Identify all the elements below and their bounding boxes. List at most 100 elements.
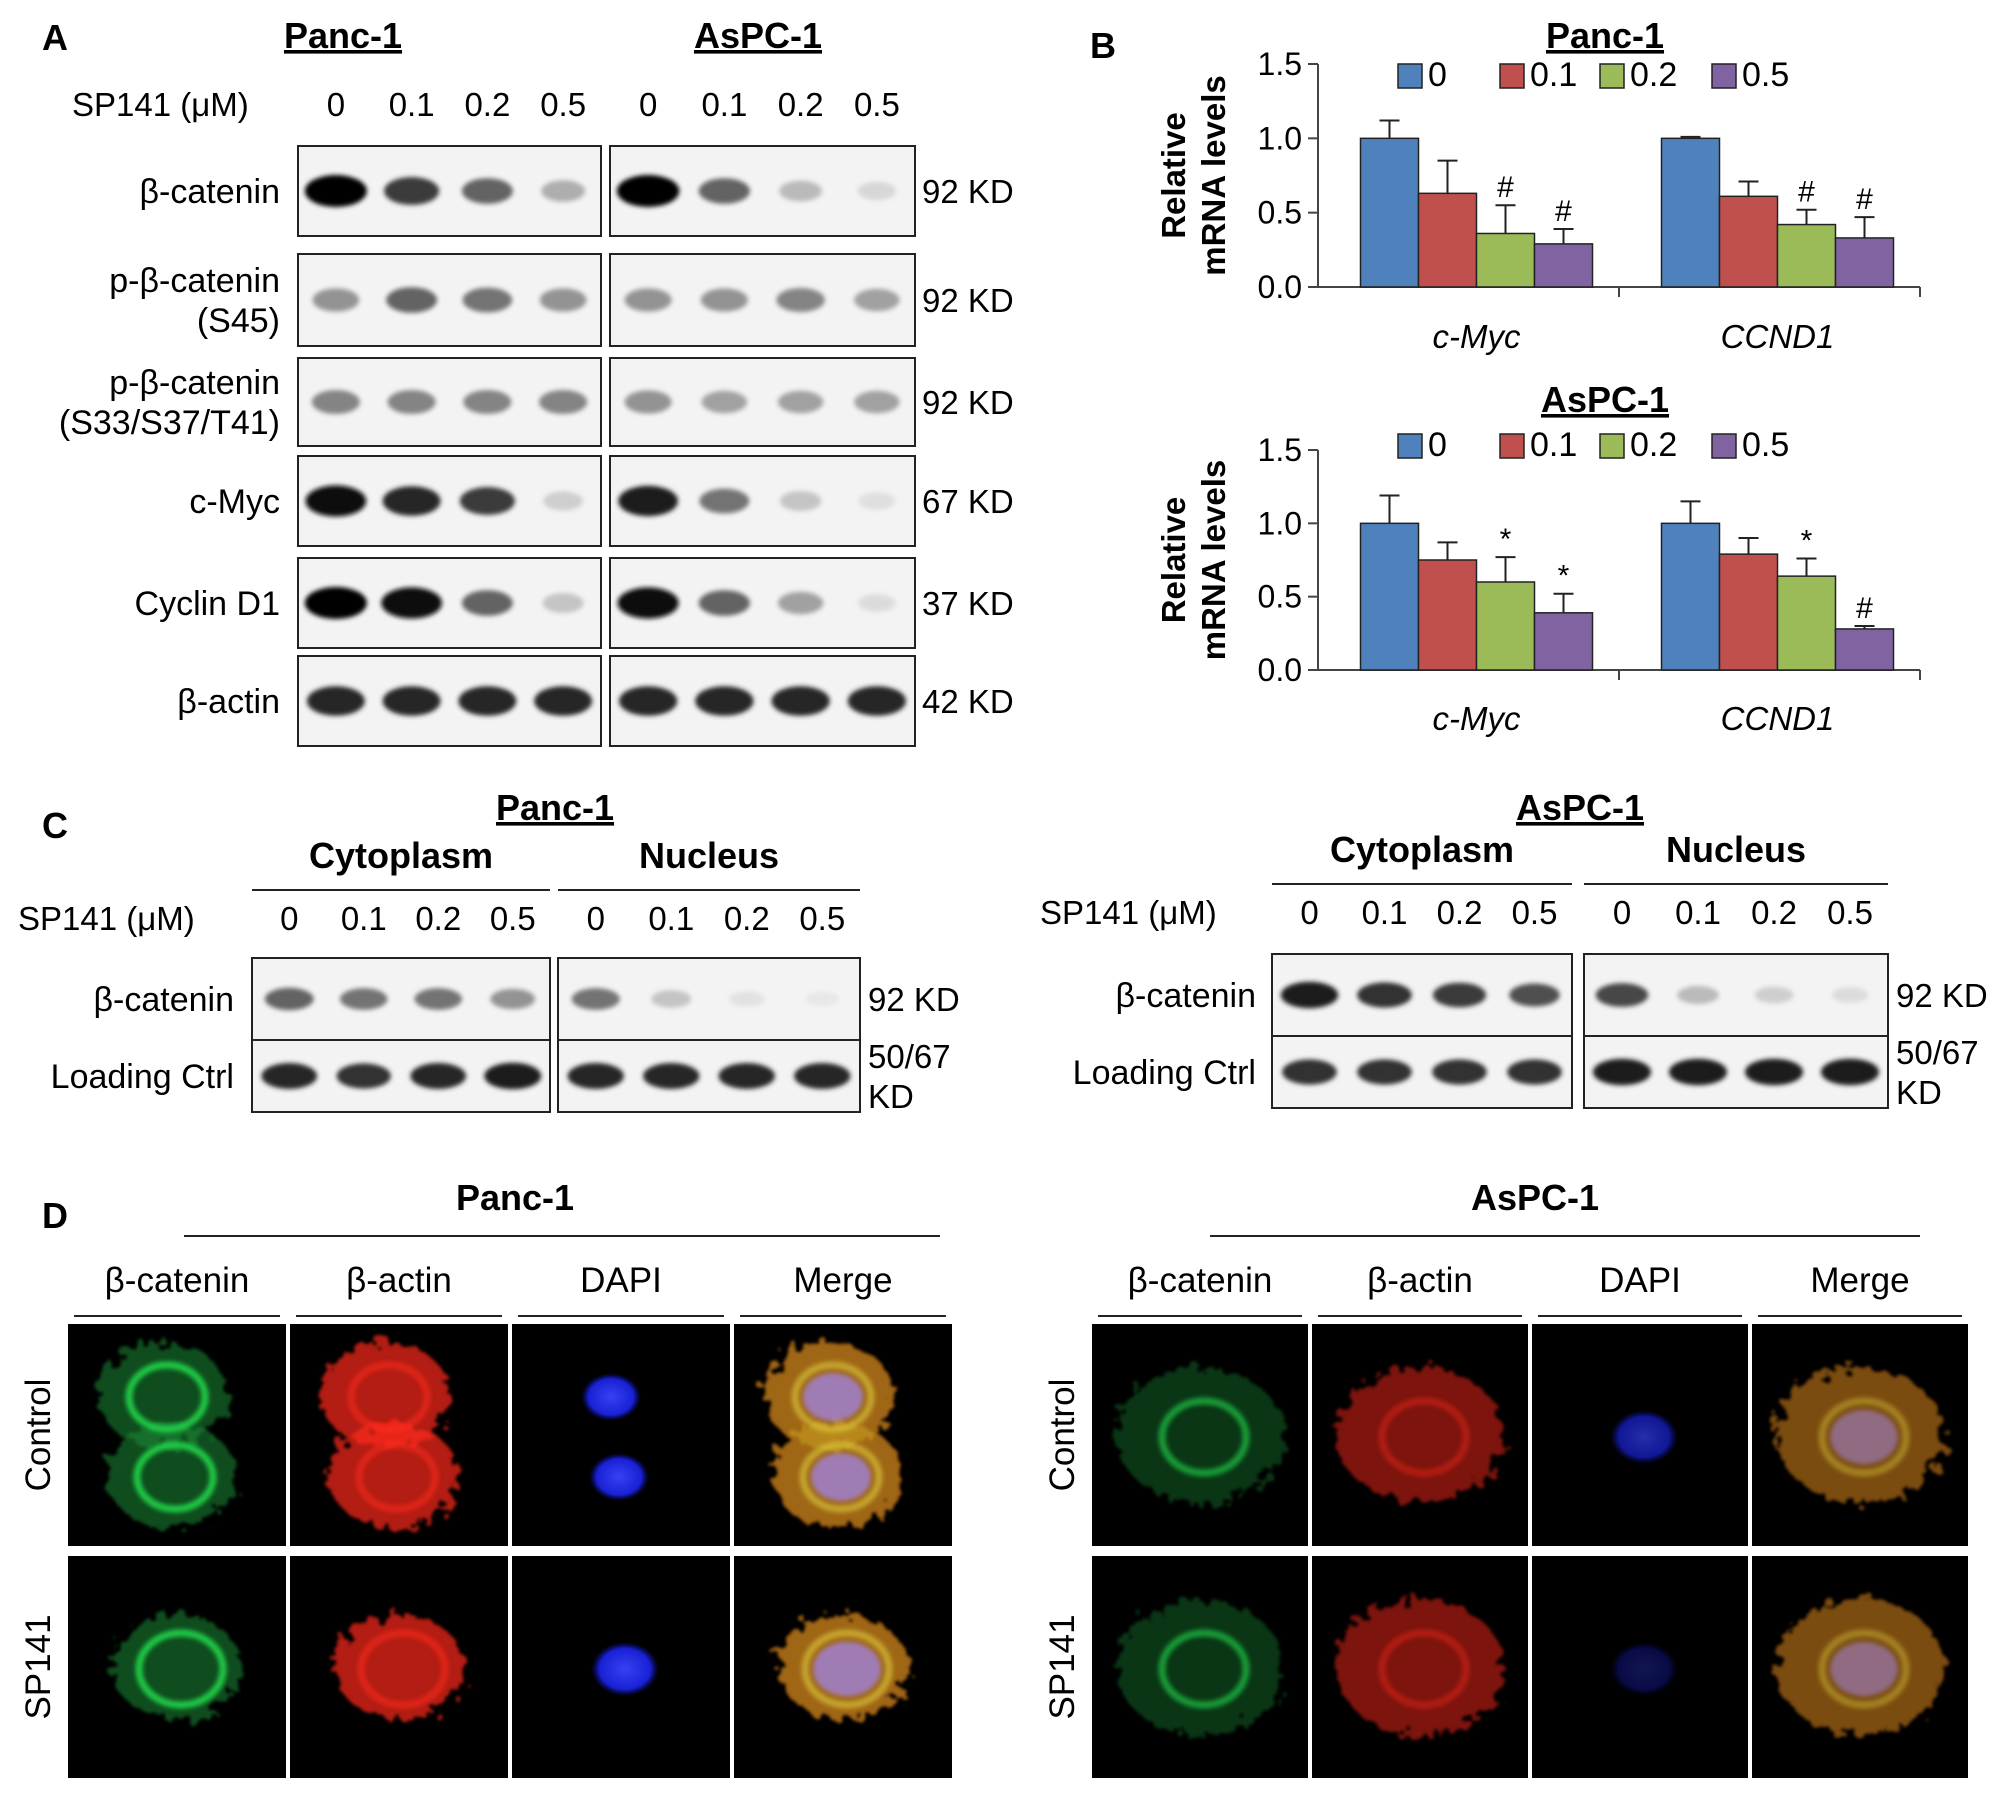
blot-row-p-catenin-s45: p-β-catenin(S45) 92 KD bbox=[109, 253, 1014, 347]
blot-band bbox=[567, 1063, 624, 1089]
cytoplasm-signal bbox=[1116, 1367, 1284, 1503]
blot-band bbox=[616, 175, 680, 207]
micrograph bbox=[1532, 1324, 1748, 1546]
blot-band bbox=[1831, 987, 1869, 1003]
blot-band bbox=[624, 390, 672, 414]
chart-title: AsPC-1 bbox=[1541, 379, 1669, 420]
bar bbox=[1475, 232, 1536, 288]
blot-band bbox=[459, 487, 515, 515]
dose-label: 0.5 bbox=[1512, 894, 1558, 931]
nucleus-signal bbox=[581, 1373, 641, 1421]
blot-row-cyclin-d1: Cyclin D1 37 KD bbox=[135, 557, 1014, 649]
blot-row-label: p-β-catenin bbox=[109, 364, 280, 402]
significance-mark: # bbox=[1497, 171, 1514, 204]
blot-band bbox=[1744, 1058, 1804, 1086]
blot-band bbox=[543, 491, 584, 511]
legend-label: 0.5 bbox=[1742, 426, 1789, 464]
category-label: c-Myc bbox=[1433, 318, 1521, 355]
treatment-label: SP141 (μM) bbox=[18, 900, 195, 937]
blot-band bbox=[461, 590, 513, 616]
significance-mark: * bbox=[1801, 525, 1813, 558]
blot-row-label: (S45) bbox=[197, 302, 280, 340]
blot-row-p-catenin-s33-s37-t41: p-β-catenin(S33/S37/T41) 92 KD bbox=[59, 357, 1014, 447]
cytoplasm-signal bbox=[1336, 1367, 1504, 1503]
blot-band bbox=[312, 288, 360, 312]
y-axis-label-line: Relative bbox=[1155, 497, 1192, 624]
condition-label: Control bbox=[1043, 1379, 1082, 1492]
blot-band bbox=[779, 180, 823, 202]
membrane-ring-signal bbox=[133, 1441, 217, 1513]
blot-band bbox=[1507, 1059, 1562, 1085]
micrograph-background bbox=[512, 1324, 730, 1546]
blot-band bbox=[858, 492, 896, 510]
dose-label: 0.2 bbox=[1751, 894, 1797, 931]
membrane-ring-signal bbox=[1378, 1629, 1470, 1709]
legend-label: 0.2 bbox=[1630, 426, 1677, 464]
blot-band bbox=[777, 591, 824, 615]
cell-line-label-panc1: Panc-1 bbox=[284, 15, 402, 56]
y-tick-label: 0.5 bbox=[1258, 195, 1302, 231]
cell-line-label-aspc1: AsPC-1 bbox=[694, 15, 822, 56]
micrograph bbox=[1752, 1324, 1968, 1546]
blot-band bbox=[701, 390, 748, 414]
dose-label: 0.2 bbox=[464, 86, 510, 123]
merge-nucleus-signal bbox=[813, 1641, 881, 1697]
blot-band bbox=[1677, 985, 1719, 1005]
blot-band bbox=[1432, 982, 1487, 1008]
significance-mark: # bbox=[1856, 183, 1873, 216]
blot-band bbox=[695, 686, 754, 716]
molecular-weight-label: 92 KD bbox=[922, 173, 1014, 210]
blot-band bbox=[1509, 983, 1560, 1007]
blot-band bbox=[386, 287, 438, 313]
dose-label: 0.2 bbox=[1437, 894, 1483, 931]
blot-band bbox=[304, 587, 367, 619]
membrane-ring-signal bbox=[801, 1629, 893, 1709]
legend-swatch bbox=[1397, 433, 1423, 459]
immunofluorescence-grid: Panc-1 β-catenin β-actin DAPI Merge Control SP… bbox=[19, 1177, 1968, 1778]
micrograph bbox=[290, 1556, 508, 1778]
blot-band bbox=[651, 990, 692, 1008]
micrograph bbox=[1752, 1556, 1968, 1778]
blot-row-label: β-catenin bbox=[93, 981, 234, 1019]
panel-label-d: D bbox=[42, 1195, 68, 1236]
blot-band bbox=[857, 181, 897, 201]
membrane-ring-signal bbox=[355, 1441, 439, 1513]
cytoplasm-signal bbox=[1116, 1599, 1284, 1735]
blot-band bbox=[1592, 1058, 1652, 1086]
blot-row-label: β-catenin bbox=[139, 173, 280, 211]
dose-label: 0 bbox=[280, 900, 298, 937]
channel-label: DAPI bbox=[580, 1261, 662, 1300]
blot-band bbox=[1282, 1059, 1337, 1085]
blot-band bbox=[381, 587, 442, 619]
molecular-weight-label: KD bbox=[1896, 1074, 1942, 1111]
blot-band bbox=[458, 686, 517, 716]
category-label: CCND1 bbox=[1721, 700, 1835, 737]
blot-band bbox=[384, 177, 440, 205]
membrane-ring-signal bbox=[1158, 1397, 1250, 1477]
channel-label: β-catenin bbox=[105, 1261, 250, 1300]
micrograph bbox=[68, 1324, 286, 1546]
bar bbox=[1660, 522, 1721, 671]
significance-mark: * bbox=[1500, 523, 1512, 556]
y-tick-label: 1.0 bbox=[1258, 120, 1302, 156]
legend-swatch bbox=[1499, 63, 1525, 89]
dose-label: 0.5 bbox=[854, 86, 900, 123]
blot-band bbox=[805, 991, 840, 1007]
cell-line-label: Panc-1 bbox=[456, 1177, 574, 1218]
dose-label: 0.1 bbox=[1362, 894, 1408, 931]
blot-band bbox=[382, 686, 441, 716]
membrane-ring-signal bbox=[135, 1629, 227, 1709]
blot-band bbox=[700, 288, 748, 312]
channel-label: Merge bbox=[793, 1261, 892, 1300]
blot-band bbox=[643, 1063, 700, 1089]
fraction-label: Cytoplasm bbox=[309, 835, 493, 876]
legend-swatch bbox=[1499, 433, 1525, 459]
dose-label: 0.1 bbox=[648, 900, 694, 937]
legend-label: 0.1 bbox=[1530, 426, 1577, 464]
blot-band bbox=[777, 390, 824, 414]
molecular-weight-label: KD bbox=[868, 1078, 914, 1115]
merge-nucleus-signal bbox=[1830, 1641, 1898, 1697]
